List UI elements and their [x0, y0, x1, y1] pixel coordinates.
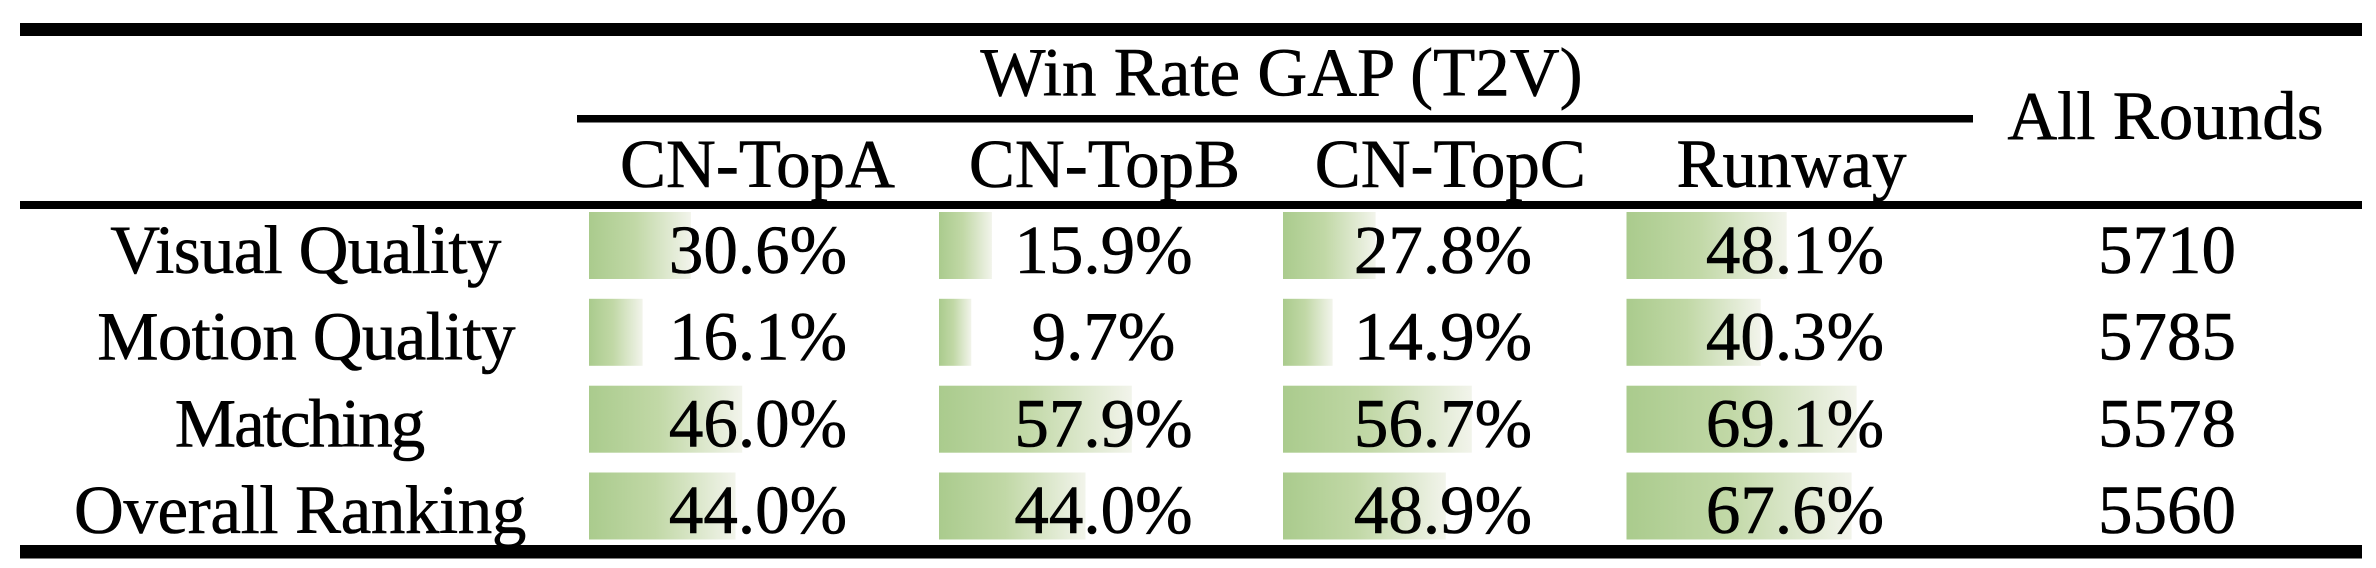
- svg-text:5578: 5578: [2098, 385, 2236, 461]
- svg-text:30.6%: 30.6%: [669, 212, 847, 288]
- svg-text:5710: 5710: [2098, 212, 2236, 288]
- svg-text:69.1%: 69.1%: [1706, 385, 1884, 461]
- svg-text:40.3%: 40.3%: [1706, 299, 1884, 375]
- svg-text:Visual Quality: Visual Quality: [110, 212, 502, 288]
- svg-text:44.0%: 44.0%: [669, 472, 847, 548]
- svg-text:All Rounds: All Rounds: [2007, 78, 2323, 154]
- svg-text:Motion Quality: Motion Quality: [97, 299, 516, 375]
- svg-text:14.9%: 14.9%: [1354, 299, 1532, 375]
- svg-text:9.7%: 9.7%: [1032, 299, 1176, 375]
- svg-text:5785: 5785: [2098, 299, 2236, 375]
- svg-text:57.9%: 57.9%: [1014, 385, 1192, 461]
- svg-text:Matching: Matching: [175, 385, 425, 461]
- svg-text:Runway: Runway: [1677, 126, 1907, 202]
- svg-text:Overall Ranking: Overall Ranking: [74, 472, 526, 548]
- svg-text:CN-TopA: CN-TopA: [620, 126, 895, 202]
- svg-text:Win Rate GAP (T2V): Win Rate GAP (T2V): [980, 35, 1582, 111]
- svg-text:48.9%: 48.9%: [1354, 472, 1532, 548]
- svg-text:15.9%: 15.9%: [1014, 212, 1192, 288]
- svg-text:27.8%: 27.8%: [1354, 212, 1532, 288]
- svg-text:16.1%: 16.1%: [669, 299, 847, 375]
- svg-text:67.6%: 67.6%: [1706, 472, 1884, 548]
- svg-text:56.7%: 56.7%: [1354, 385, 1532, 461]
- svg-text:CN-TopB: CN-TopB: [969, 126, 1240, 202]
- svg-text:48.1%: 48.1%: [1706, 212, 1884, 288]
- svg-text:5560: 5560: [2098, 472, 2236, 548]
- svg-text:46.0%: 46.0%: [669, 385, 847, 461]
- svg-text:CN-TopC: CN-TopC: [1315, 126, 1586, 202]
- svg-text:44.0%: 44.0%: [1014, 472, 1192, 548]
